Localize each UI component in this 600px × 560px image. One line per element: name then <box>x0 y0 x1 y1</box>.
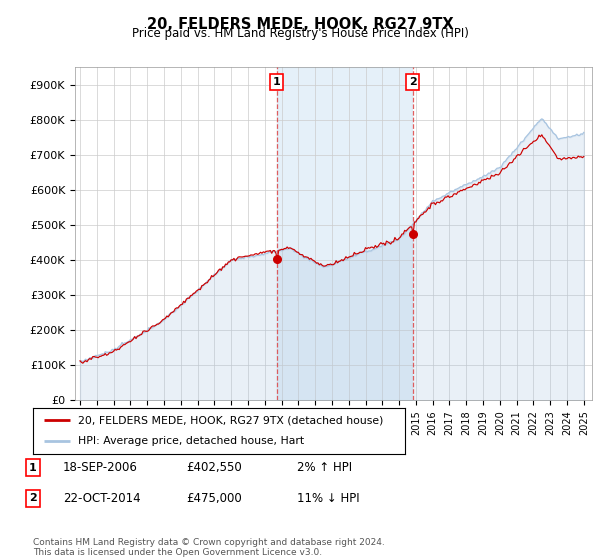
Text: Contains HM Land Registry data © Crown copyright and database right 2024.
This d: Contains HM Land Registry data © Crown c… <box>33 538 385 557</box>
Text: 2: 2 <box>29 493 37 503</box>
Text: £402,550: £402,550 <box>186 461 242 474</box>
Text: 11% ↓ HPI: 11% ↓ HPI <box>297 492 359 505</box>
Text: 20, FELDERS MEDE, HOOK, RG27 9TX: 20, FELDERS MEDE, HOOK, RG27 9TX <box>146 17 454 32</box>
Text: 22-OCT-2014: 22-OCT-2014 <box>63 492 140 505</box>
Text: 1: 1 <box>273 77 281 87</box>
Text: HPI: Average price, detached house, Hart: HPI: Average price, detached house, Hart <box>77 436 304 446</box>
Text: 2% ↑ HPI: 2% ↑ HPI <box>297 461 352 474</box>
Text: 18-SEP-2006: 18-SEP-2006 <box>63 461 138 474</box>
Text: £475,000: £475,000 <box>186 492 242 505</box>
Text: 1: 1 <box>29 463 37 473</box>
Text: 20, FELDERS MEDE, HOOK, RG27 9TX (detached house): 20, FELDERS MEDE, HOOK, RG27 9TX (detach… <box>77 415 383 425</box>
Text: 2: 2 <box>409 77 416 87</box>
Text: Price paid vs. HM Land Registry's House Price Index (HPI): Price paid vs. HM Land Registry's House … <box>131 27 469 40</box>
